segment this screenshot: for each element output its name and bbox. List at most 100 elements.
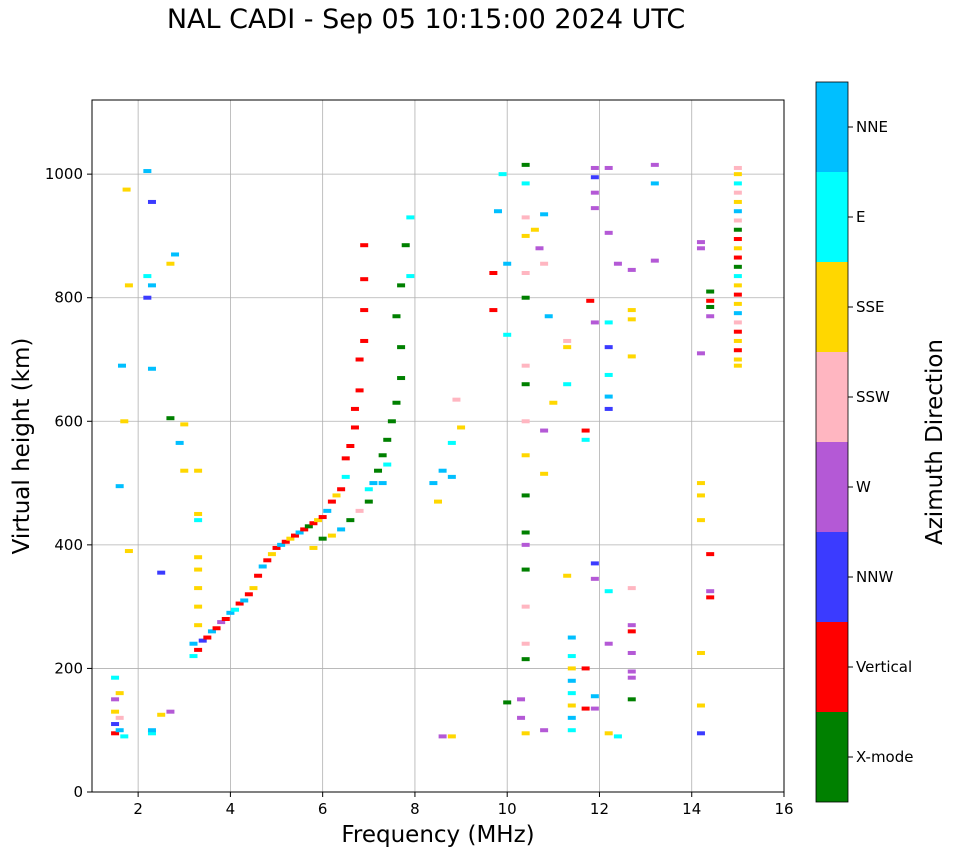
colorbar-segment (816, 82, 848, 172)
echo-point (733, 357, 742, 362)
echo-point (337, 527, 346, 532)
echo-point (706, 589, 715, 594)
echo-point (567, 635, 576, 640)
colorbar-category-label: SSW (856, 388, 890, 406)
colorbar-category-label: NNE (856, 118, 888, 136)
echo-point (309, 521, 318, 526)
echo-point (258, 564, 267, 569)
echo-point (263, 558, 272, 563)
echo-point (304, 524, 313, 529)
echo-point (217, 620, 226, 625)
echo-point (581, 428, 590, 433)
echo-point (503, 261, 512, 266)
echo-point (147, 366, 156, 371)
echo-point (111, 731, 120, 736)
echo-point (733, 227, 742, 232)
colorbar-category-label: E (856, 208, 865, 226)
echo-point (111, 697, 120, 702)
echo-point (544, 314, 553, 319)
echo-point (627, 267, 636, 272)
echo-point (535, 246, 544, 251)
echo-point (434, 499, 442, 504)
echo-point (696, 650, 705, 655)
echo-point (194, 586, 203, 591)
echo-point (364, 499, 373, 504)
echo-point (604, 230, 613, 235)
y-tick-label: 800 (54, 289, 83, 307)
echo-point (111, 722, 120, 727)
echo-point (397, 345, 406, 350)
echo-point (521, 453, 530, 458)
echo-point (309, 545, 318, 550)
echo-point (231, 607, 240, 612)
echo-point (521, 641, 530, 646)
echo-point (272, 545, 281, 550)
x-tick-label: 4 (226, 800, 236, 818)
echo-point (563, 382, 572, 387)
echo-point (627, 675, 636, 680)
echo-point (627, 623, 636, 628)
x-tick-label: 8 (410, 800, 420, 818)
echo-point (438, 734, 447, 739)
echo-point (244, 592, 253, 597)
echo-point (249, 586, 258, 591)
echo-point (115, 728, 124, 733)
echo-point (613, 734, 622, 739)
echo-point (733, 301, 742, 306)
echo-point (323, 508, 332, 513)
echo-point (221, 617, 230, 621)
echo-point (194, 468, 203, 473)
colorbar-segment (816, 352, 848, 442)
echo-point (318, 515, 327, 520)
echo-point (194, 518, 203, 523)
echo-point (355, 508, 364, 513)
echo-point (706, 552, 715, 557)
echo-point (120, 734, 129, 739)
echo-point (240, 598, 249, 603)
echo-point (498, 172, 507, 177)
echo-point (627, 354, 636, 359)
echo-point (166, 709, 175, 714)
echo-point (549, 400, 558, 405)
plot-frame (91, 99, 785, 793)
echo-point (115, 484, 124, 489)
echo-point (171, 252, 180, 257)
x-tick-label: 6 (318, 800, 328, 818)
echo-point (489, 271, 498, 275)
echo-point (706, 298, 715, 303)
colorbar-category-label: SSE (856, 298, 885, 316)
echo-point (567, 715, 576, 720)
echo-point (115, 715, 124, 720)
echo-point (447, 440, 456, 445)
echo-point (627, 317, 636, 322)
echo-point (194, 623, 203, 628)
echo-point (341, 456, 350, 461)
colorbar-segment (816, 262, 848, 352)
echo-point (194, 567, 203, 572)
echo-point (447, 474, 456, 479)
echo-point (226, 610, 235, 615)
echo-point (124, 283, 133, 288)
x-axis-label: Frequency (MHz) (341, 822, 534, 848)
echo-point (521, 493, 530, 498)
echo-point (521, 530, 530, 535)
echo-point (540, 261, 549, 266)
echo-point (401, 243, 410, 248)
echo-point (521, 604, 530, 609)
echo-point (604, 589, 613, 594)
azimuth-colorbar: X-mode Vertical NNW W SSW SSE E NNE (815, 81, 913, 803)
echo-point (604, 731, 613, 736)
echo-point (286, 536, 295, 541)
echo-point (733, 165, 742, 170)
echo-point (581, 437, 590, 442)
echo-point (166, 416, 175, 421)
echo-point (392, 314, 401, 319)
y-tick-label: 400 (54, 536, 83, 554)
echo-point (360, 308, 369, 313)
echo-point (590, 206, 599, 211)
echo-point (277, 542, 286, 547)
echo-point (590, 320, 599, 325)
echo-point (267, 552, 276, 557)
echo-point (733, 199, 742, 204)
